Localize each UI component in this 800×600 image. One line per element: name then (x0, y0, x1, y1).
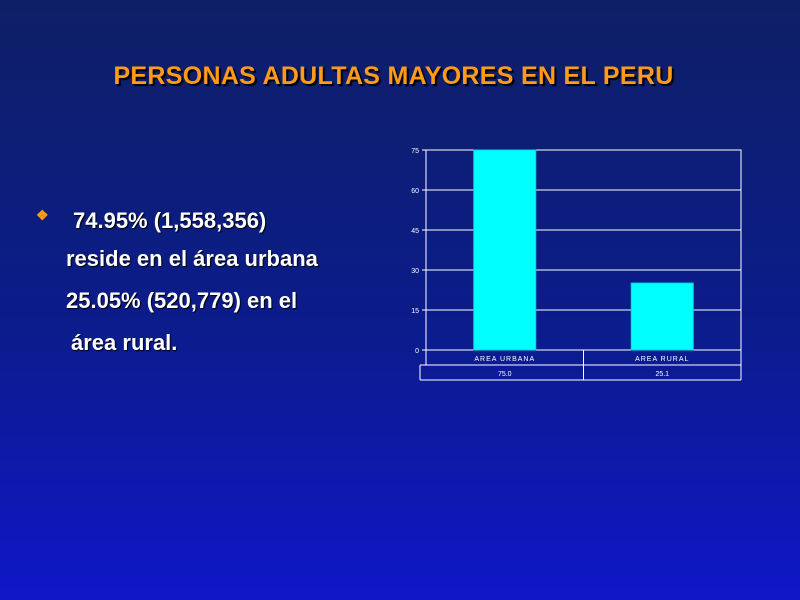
bullet-line-3: 25.05% (520,779) en el (66, 288, 298, 313)
chart-bars (473, 149, 694, 351)
y-tick-label: 75 (411, 148, 419, 155)
bullet-line-1: 74.95% (1,558,356) (73, 208, 267, 233)
slide-title: PERSONAS ADULTAS MAYORES EN EL PERU (113, 62, 674, 90)
category-label: AREA URBANA (474, 356, 535, 363)
table-value: 75.0 (498, 371, 512, 378)
y-tick-label: 0 (415, 348, 419, 355)
category-label: AREA RURAL (635, 356, 689, 363)
chart-y-ticks: 0 15 30 45 60 75 (411, 148, 419, 355)
y-tick-label: 30 (411, 268, 419, 275)
chart-data-table: AREA URBANA 75.0 AREA RURAL 25.1 (419, 350, 742, 381)
bullet-line-2: reside en el área urbana (66, 246, 318, 271)
y-tick-label: 45 (411, 228, 419, 235)
table-value: 25.1 (655, 371, 669, 378)
bar (630, 282, 694, 351)
diamond-bullet-icon: ❖ (36, 207, 49, 223)
y-tick-label: 60 (411, 188, 419, 195)
bullet-line-4: área rural. (71, 330, 178, 355)
bar (473, 149, 537, 351)
y-tick-label: 15 (411, 308, 419, 315)
